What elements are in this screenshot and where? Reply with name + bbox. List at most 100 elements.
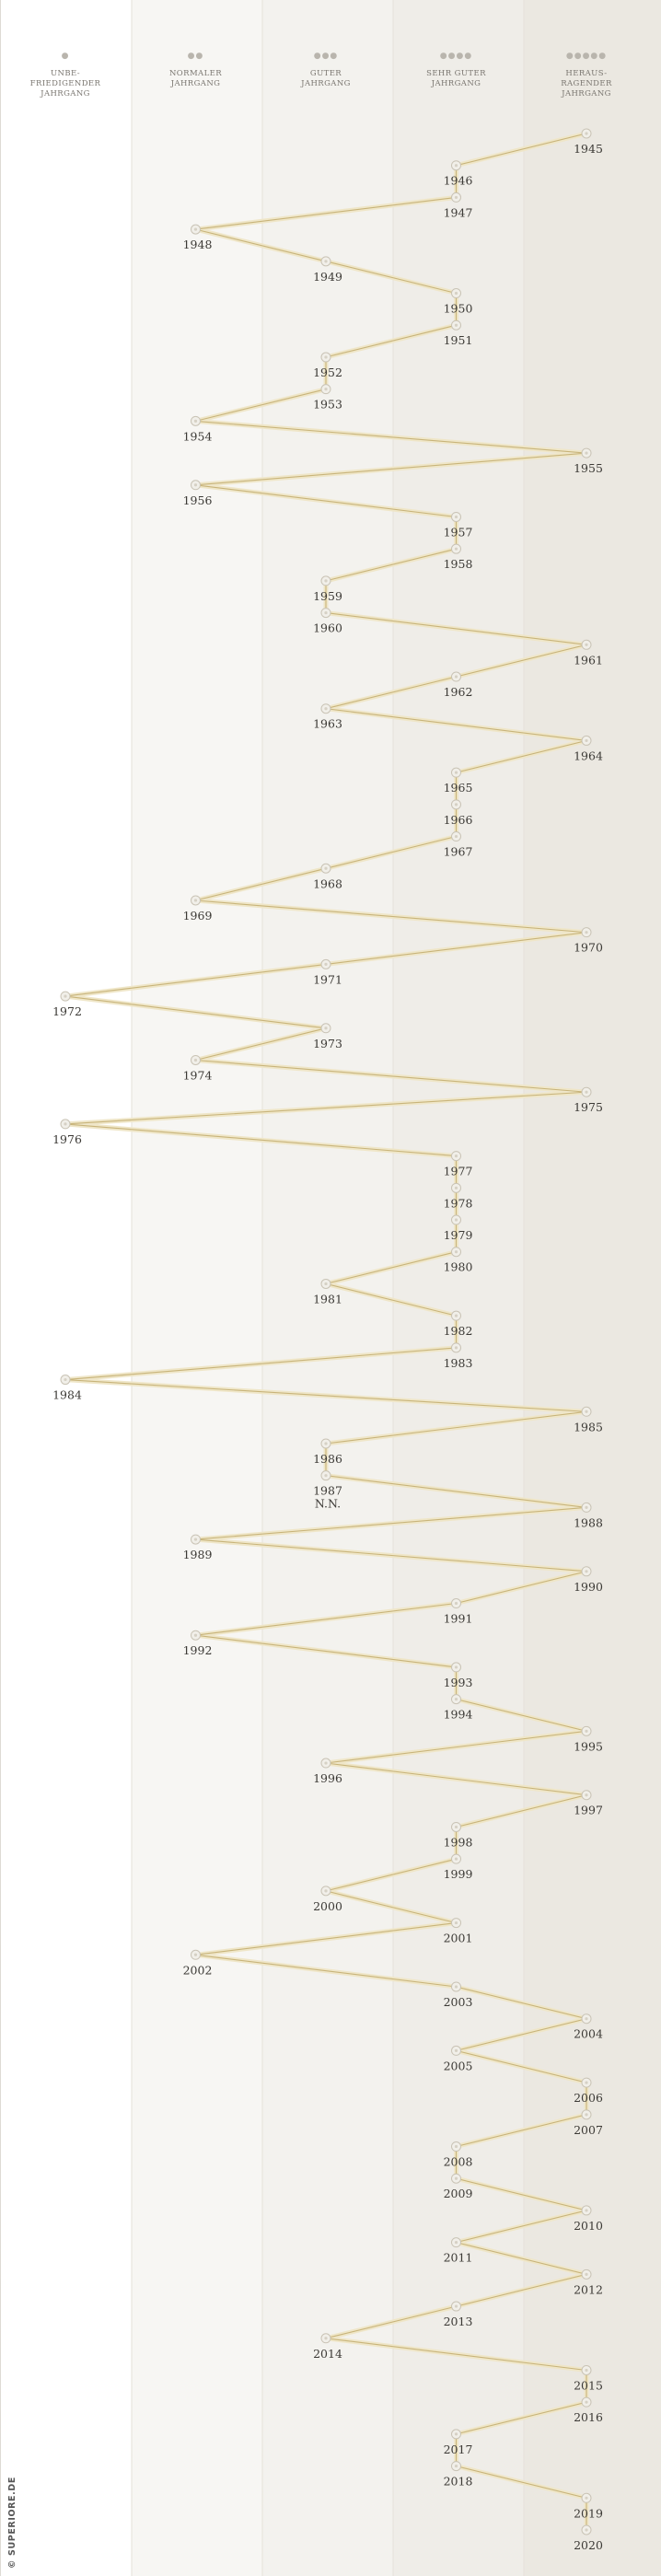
year-label-2001: 2001: [444, 1932, 473, 1945]
point-core-2019: [585, 2496, 588, 2500]
year-label-1980: 1980: [444, 1260, 473, 1274]
year-label-1991: 1991: [444, 1612, 473, 1626]
point-core-1991: [454, 1601, 458, 1606]
point-core-1990: [585, 1570, 588, 1573]
year-label-2013: 2013: [444, 2315, 473, 2328]
point-core-1986: [324, 1442, 328, 1445]
point-core-1999: [454, 1857, 458, 1861]
year-label-1966: 1966: [444, 813, 473, 827]
point-core-1970: [585, 931, 588, 934]
point-core-1966: [454, 803, 458, 806]
point-core-1958: [454, 547, 458, 551]
header-dots-2: ●●: [188, 52, 204, 61]
year-label-1975: 1975: [574, 1100, 603, 1114]
year-label-1959: 1959: [313, 589, 342, 603]
point-core-1950: [454, 291, 458, 296]
year-label-1982: 1982: [444, 1324, 473, 1338]
credit-label: © SUPERIORE.DE: [7, 2477, 17, 2569]
year-label-1958: 1958: [444, 557, 473, 571]
point-core-1978: [454, 1186, 458, 1189]
point-core-1971: [324, 962, 328, 966]
point-core-1983: [454, 1346, 458, 1350]
year-label-2017: 2017: [444, 2443, 473, 2456]
point-core-1982: [454, 1314, 458, 1317]
point-core-1948: [193, 227, 198, 231]
year-label-1968: 1968: [313, 876, 342, 890]
year-label-1947: 1947: [444, 205, 473, 219]
year-note-1987: N.N.: [315, 1497, 341, 1511]
year-label-2007: 2007: [574, 2123, 603, 2137]
point-core-1998: [454, 1825, 458, 1829]
point-core-1955: [585, 451, 588, 455]
point-core-1965: [454, 771, 458, 774]
year-label-1967: 1967: [444, 845, 473, 859]
point-core-1989: [193, 1537, 198, 1541]
header-label-2: JAHRGANG: [170, 79, 221, 88]
header-label-5: JAHRGANG: [561, 89, 611, 99]
year-label-1984: 1984: [52, 1388, 82, 1402]
year-label-1977: 1977: [444, 1165, 473, 1178]
point-core-1992: [193, 1633, 198, 1637]
year-label-1976: 1976: [52, 1132, 82, 1146]
year-label-1986: 1986: [313, 1452, 342, 1466]
year-label-1972: 1972: [52, 1004, 82, 1018]
year-labels: 1945 1946 1947 1948 1949 1950 1951 1952 1953 1954…: [52, 142, 603, 2552]
year-label-1953: 1953: [313, 398, 342, 412]
year-label-2012: 2012: [574, 2282, 603, 2296]
column-bg-5: [524, 0, 661, 2576]
year-label-1970: 1970: [574, 941, 603, 955]
point-core-2006: [585, 2081, 588, 2084]
point-core-2014: [324, 2337, 328, 2340]
year-label-2010: 2010: [574, 2219, 603, 2233]
year-label-1994: 1994: [444, 1708, 473, 1722]
point-core-2002: [193, 1953, 198, 1956]
point-core-1981: [324, 1282, 328, 1286]
point-core-2001: [454, 1920, 458, 1925]
point-core-1945: [585, 132, 588, 135]
header-label-2: NORMALER: [169, 69, 222, 78]
year-label-1996: 1996: [313, 1771, 342, 1785]
point-core-1968: [324, 866, 328, 870]
year-label-2015: 2015: [574, 2378, 603, 2392]
year-label-1993: 1993: [444, 1676, 473, 1689]
header-label-1: FRIEDIGENDER: [30, 79, 101, 88]
year-label-1978: 1978: [444, 1196, 473, 1210]
point-core-2003: [454, 1985, 458, 1989]
year-label-1990: 1990: [574, 1580, 603, 1594]
year-label-2014: 2014: [313, 2347, 342, 2361]
year-label-1988: 1988: [574, 1515, 603, 1529]
point-core-1951: [454, 323, 458, 327]
year-label-1989: 1989: [183, 1548, 213, 1561]
year-label-1946: 1946: [444, 174, 473, 188]
year-label-1945: 1945: [574, 142, 603, 156]
point-core-2008: [454, 2144, 458, 2149]
point-core-2007: [585, 2113, 588, 2117]
year-label-1979: 1979: [444, 1228, 473, 1242]
year-label-1987: 1987: [313, 1484, 342, 1498]
point-core-2015: [585, 2368, 588, 2373]
point-core-1949: [324, 260, 328, 263]
point-core-1977: [454, 1155, 458, 1158]
year-label-1973: 1973: [313, 1037, 342, 1050]
point-core-2011: [454, 2241, 458, 2245]
year-label-2018: 2018: [444, 2475, 473, 2489]
year-label-1952: 1952: [313, 366, 342, 379]
year-label-1999: 1999: [444, 1867, 473, 1881]
year-label-2000: 2000: [313, 1899, 342, 1913]
point-core-2013: [454, 2304, 458, 2308]
rating-line: [63, 131, 589, 2530]
point-core-2020: [585, 2528, 588, 2532]
year-label-1962: 1962: [444, 685, 473, 699]
point-core-1984: [64, 1377, 67, 1382]
year-label-1948: 1948: [183, 238, 213, 251]
point-core-2009: [454, 2176, 458, 2180]
year-label-2003: 2003: [444, 1995, 473, 2009]
year-label-1971: 1971: [313, 972, 342, 986]
point-core-1972: [64, 994, 67, 998]
point-core-1946: [454, 164, 458, 168]
year-label-1997: 1997: [574, 1804, 603, 1817]
point-core-1967: [454, 834, 458, 839]
point-core-1961: [585, 643, 588, 646]
year-label-1964: 1964: [574, 748, 603, 762]
year-label-1981: 1981: [313, 1292, 342, 1305]
